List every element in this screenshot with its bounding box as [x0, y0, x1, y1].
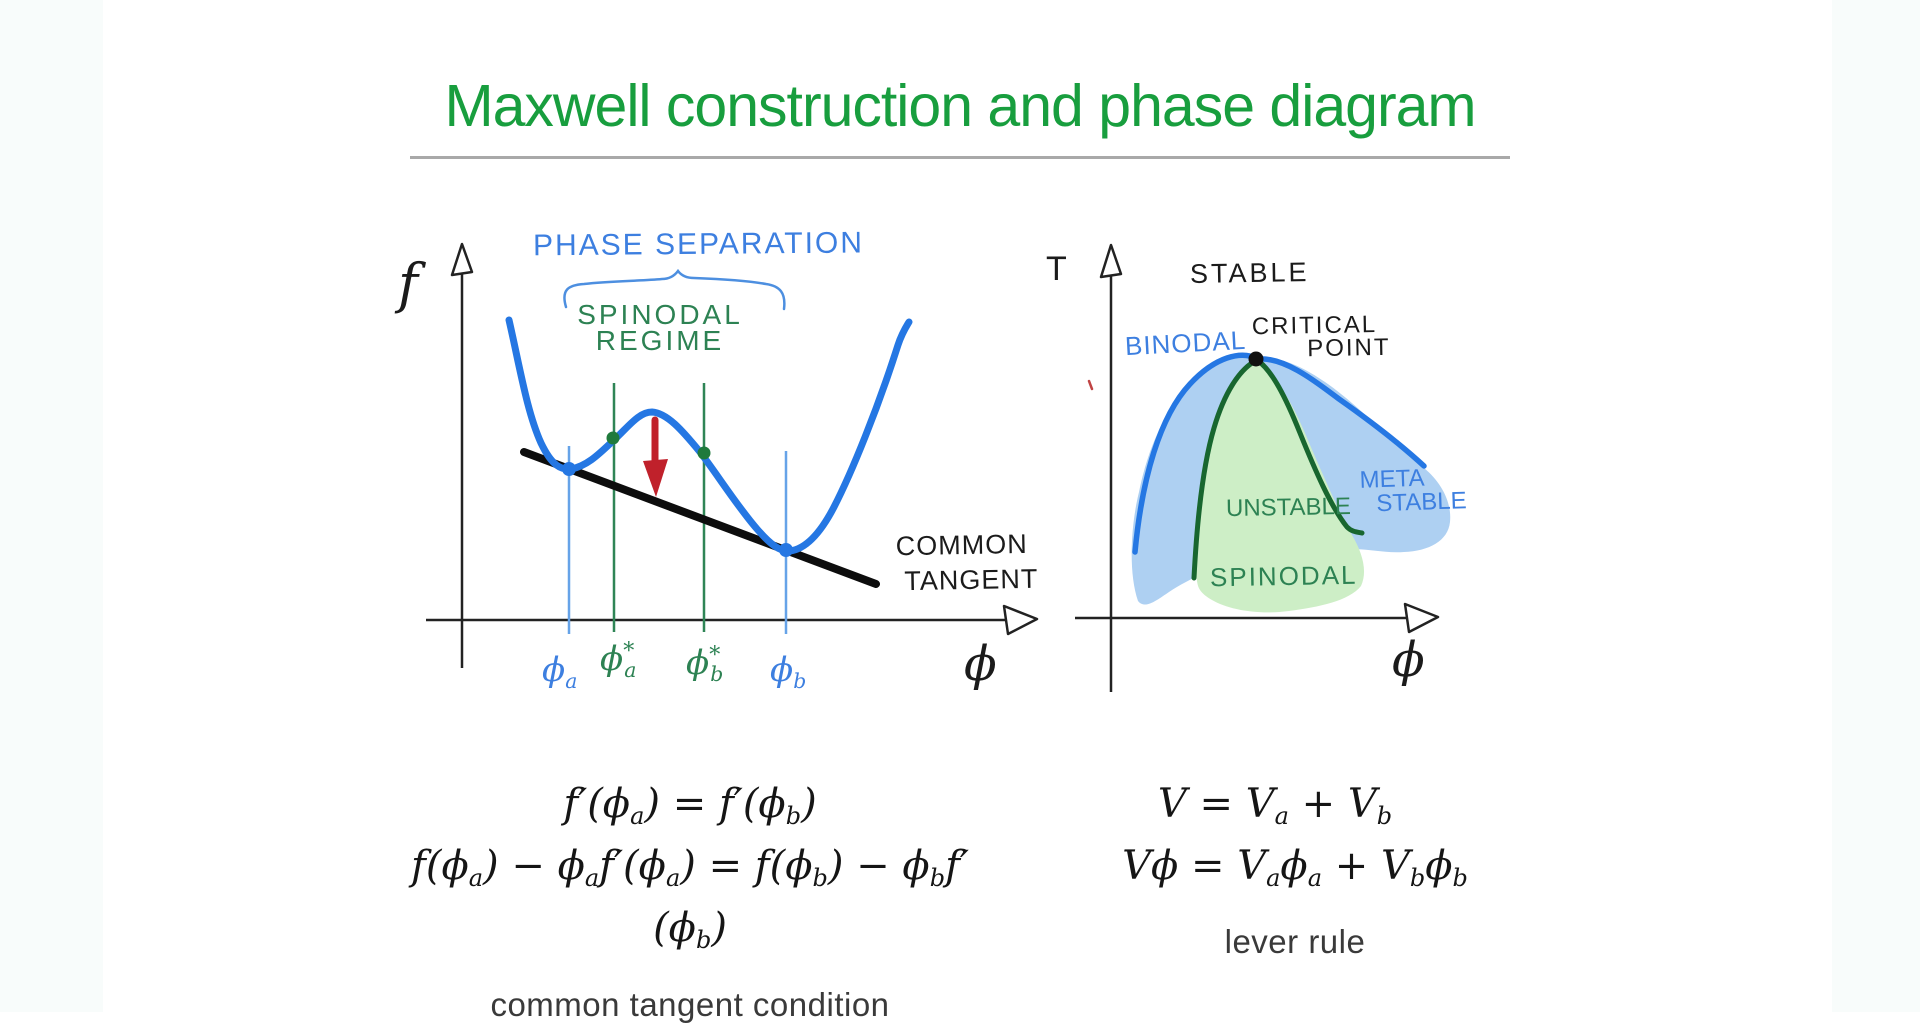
unstable-region-label: UNSTABLE	[1225, 492, 1352, 523]
tick-phi-b-star: ϕ*b	[686, 642, 724, 687]
left-x-axis-arrowhead	[1002, 604, 1039, 636]
f-axis-label: f	[398, 252, 418, 315]
phase-separation-arrow-head	[643, 459, 668, 497]
phase-separation-label: PHASE SEPARATION	[532, 226, 865, 263]
common-tangent-caption: common tangent condition	[490, 985, 890, 1023]
right-y-axis-arrowhead	[1099, 243, 1123, 279]
tangent-point-b-dot	[779, 543, 793, 557]
lever-rule-caption: lever rule	[1224, 923, 1366, 961]
free-energy-plot	[426, 242, 1039, 668]
left-edge-band	[0, 0, 103, 1012]
tick-phi-a-star: ϕ*a	[600, 638, 637, 683]
right-edge-band	[1832, 0, 1920, 1012]
unstable-region-fill	[1194, 360, 1365, 613]
critical-point-line2: POINT	[1306, 333, 1391, 363]
spinodal-point-a-dot	[606, 431, 620, 445]
stray-red-mark	[1087, 379, 1094, 391]
spinodal-regime-line1: SPINODAL	[577, 299, 743, 330]
common-tangent-line	[520, 448, 880, 588]
common-tangent-equations: f′(ϕa) = f′(ϕb) f(ϕa) − ϕaf′(ϕa) = f(ϕb)…	[385, 779, 995, 1024]
lever-rule-equations: V = Va + Vb Vϕ = Vaϕa + Vbϕb lever rule	[1085, 779, 1505, 961]
metastable-region-label: META STABLE	[1359, 465, 1468, 518]
common-tangent-line2: TANGENT	[904, 563, 1039, 597]
critical-point-label: CRITICAL POINT	[1252, 311, 1391, 363]
page-title: Maxwell construction and phase diagram	[444, 73, 1476, 139]
tangent-point-a-dot	[562, 462, 576, 476]
equation-derivative-equality: f′(ϕa) = f′(ϕb)	[563, 781, 817, 831]
spinodal-curve	[1191, 357, 1365, 581]
binodal-label: BINODAL	[1124, 324, 1247, 362]
equation-volume-fraction-sum: Vϕ = Vaϕa + Vbϕb	[1122, 843, 1468, 893]
tick-phi-a: ϕa	[542, 650, 578, 694]
spinodal-point-b-dot	[697, 446, 711, 460]
stable-region-label: STABLE	[1189, 256, 1310, 290]
spinodal-regime-line2: REGIME	[595, 325, 725, 356]
right-x-axis-arrowhead	[1403, 602, 1440, 634]
spinodal-curve-label: SPINODAL	[1209, 559, 1358, 593]
equation-intercept-equality: f(ϕa) − ϕaf′(ϕa) = f(ϕb) − ϕbf′(ϕb)	[411, 843, 969, 955]
left-y-axis-arrowhead	[450, 242, 474, 277]
t-axis-label: T	[1046, 250, 1067, 288]
common-tangent-line1: COMMON	[895, 528, 1028, 562]
left-phi-axis-label: ϕ	[964, 636, 997, 692]
title-underline	[410, 156, 1510, 159]
phase-diagram-plot	[1075, 243, 1451, 692]
right-phi-axis-label: ϕ	[1392, 632, 1425, 688]
spinodal-regime-brace	[563, 268, 786, 311]
tick-phi-b: ϕb	[770, 650, 807, 694]
common-tangent-label: COMMON TANGENT	[895, 527, 1038, 599]
equation-volume-sum: V = Va + Vb	[1157, 781, 1393, 831]
critical-point-dot	[1248, 351, 1264, 367]
spinodal-regime-label: SPINODAL REGIME	[560, 299, 760, 356]
metastable-line2: STABLE	[1375, 487, 1468, 518]
